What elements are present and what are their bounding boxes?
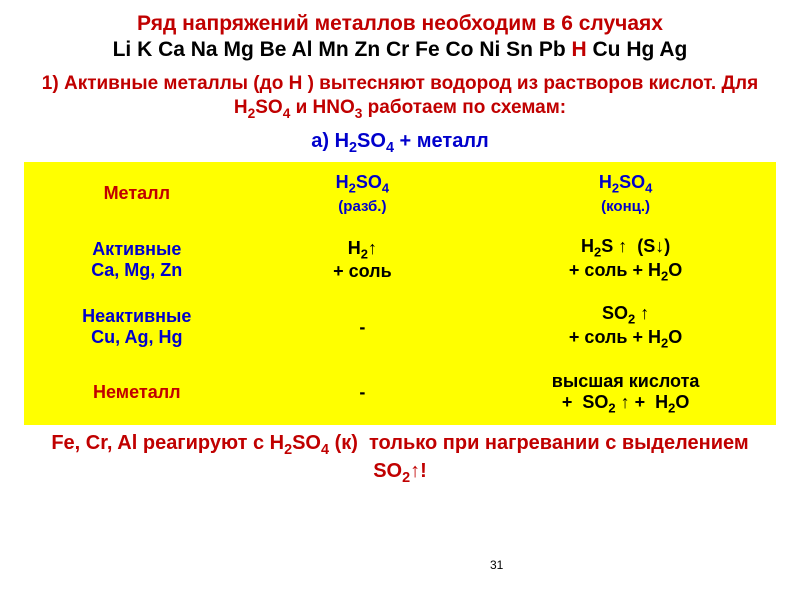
table-row: АктивныеCa, Mg, Zn H2↑+ соль H2S ↑ (S↓)+…	[24, 226, 776, 293]
footer-note: Fe, Cr, Al реагируют с H2SO4 (к) только …	[24, 431, 776, 487]
slide: Ряд напряжений металлов необходим в 6 сл…	[0, 0, 800, 487]
row-active-conc: H2S ↑ (S↓)+ соль + H2O	[475, 226, 776, 293]
table-row: Неметалл - высшая кислота+ SO2 ↑ + H2O	[24, 361, 776, 426]
row-inactive-label: НеактивныеCu, Ag, Hg	[24, 293, 250, 360]
reaction-table: Металл H2SO4(разб.) H2SO4(конц.) Активны…	[24, 162, 776, 426]
title-line2: Li K Ca Na Mg Be Al Mn Zn Cr Fe Co Ni Sn…	[24, 38, 776, 62]
row-active-label: АктивныеCa, Mg, Zn	[24, 226, 250, 293]
col-metal: Металл	[24, 162, 250, 227]
row-active-dilute: H2↑+ соль	[250, 226, 476, 293]
row-nonmetal-conc: высшая кислота+ SO2 ↑ + H2O	[475, 361, 776, 426]
row-inactive-dilute: -	[250, 293, 476, 360]
col-conc: H2SO4(конц.)	[475, 162, 776, 227]
section-note: 1) Активные металлы (до Н ) вытесняют во…	[24, 72, 776, 122]
row-nonmetal-dilute: -	[250, 361, 476, 426]
col-dilute: H2SO4(разб.)	[250, 162, 476, 227]
metals-h: H	[572, 38, 587, 61]
row-inactive-conc: SO2 ↑+ соль + H2O	[475, 293, 776, 360]
metals-before-h: Li K Ca Na Mg Be Al Mn Zn Cr Fe Co Ni Sn…	[113, 38, 572, 61]
metals-after-h: Cu Hg Ag	[587, 38, 688, 61]
page-number: 31	[490, 558, 503, 572]
table-row: НеактивныеCu, Ag, Hg - SO2 ↑+ соль + H2O	[24, 293, 776, 360]
section-subtitle: а) H2SO4 + металл	[24, 130, 776, 156]
table-header-row: Металл H2SO4(разб.) H2SO4(конц.)	[24, 162, 776, 227]
row-nonmetal-label: Неметалл	[24, 361, 250, 426]
title-line1: Ряд напряжений металлов необходим в 6 сл…	[24, 12, 776, 36]
